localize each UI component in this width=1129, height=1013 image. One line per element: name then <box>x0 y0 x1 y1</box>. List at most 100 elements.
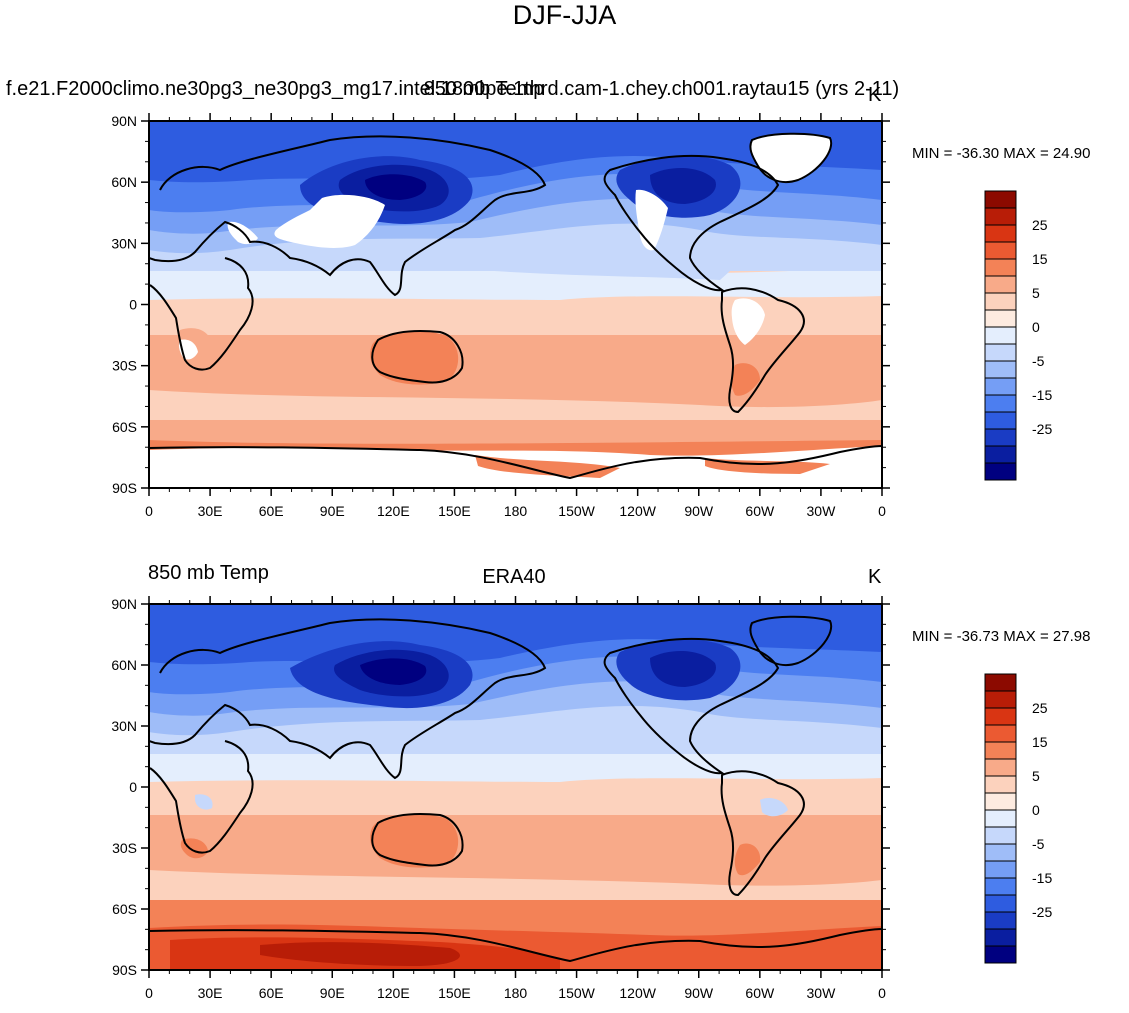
panel2-colorbar-label: -25 <box>1032 904 1052 920</box>
panel2-colorbar-label: 0 <box>1032 802 1040 818</box>
panel1-colorbar: 25 15 5 0 -5 -15 -25 <box>984 190 1052 481</box>
panel2-colorbar-label: -5 <box>1032 836 1045 852</box>
panel1-colorbar-box <box>984 377 1017 396</box>
panel2-lon-tick-label: 180 <box>504 985 528 1001</box>
panel1-colorbar-box <box>984 428 1017 447</box>
panel1-left-label: f.e21.F2000climo.ne30pg3_ne30pg3_mg17.in… <box>6 78 900 100</box>
panel2-lat-tick-label: 0 <box>129 779 137 795</box>
panel2-lat-tick-label: 90S <box>112 962 137 978</box>
panel2-coastlines <box>149 615 882 963</box>
panel1-lon-tick-label: 150E <box>438 503 471 519</box>
panel2-lon-tick-label: 0 <box>145 985 153 1001</box>
panel1-colorbar-box <box>984 343 1017 362</box>
panel2-colorbar-box <box>984 877 1017 896</box>
panel1-temperature-field <box>149 121 882 488</box>
panel2-minmax: MIN = -36.73 MAX = 27.98 <box>912 628 1091 645</box>
panel2-lon-tick-label: 30W <box>807 985 837 1001</box>
panel2-colorbar-box <box>984 792 1017 811</box>
panel1-lon-tick-label: 30W <box>807 503 837 519</box>
figure-title: DJF-JJA <box>512 0 617 30</box>
panel1-lon-tick-label: 90E <box>320 503 345 519</box>
panel2-lon-tick-label: 30E <box>198 985 223 1001</box>
panel2-lon-tick-label: 60W <box>745 985 775 1001</box>
panel1-lon-tick-label: 0 <box>145 503 153 519</box>
panel1-colorbar-box <box>984 224 1017 243</box>
panel2-colorbar-box <box>984 843 1017 862</box>
panel2-colorbar-label: 25 <box>1032 700 1048 716</box>
panel2-colorbar-box <box>984 690 1017 709</box>
panel1-lat-tick-label: 90S <box>112 480 137 496</box>
panel2-lon-tick-label: 0 <box>878 985 886 1001</box>
panel1-lon-tick-label: 60E <box>259 503 284 519</box>
panel2-colorbar-box <box>984 860 1017 879</box>
panel2-axes: 90N 60N 30N 0 30S 60S 90S 0 30E 60E 90E 120E 150E 180… <box>111 596 890 1001</box>
panel1-colorbar-label: 15 <box>1032 251 1048 267</box>
panel2-colorbar-box <box>984 809 1017 828</box>
panel2-colorbar-box <box>984 894 1017 913</box>
panel1-colorbar-label: -25 <box>1032 421 1052 437</box>
panel2-lon-tick-label: 150E <box>438 985 471 1001</box>
panel1-lon-tick-label: 180 <box>504 503 528 519</box>
panel1-colorbar-box <box>984 445 1017 464</box>
panel2-lon-tick-label: 150W <box>558 985 595 1001</box>
panel2-colorbar-box <box>984 673 1017 692</box>
panel1-axes: 90N 60N 30N 0 30S 60S 90S 0 30E 60E 90E 120E 150E 180… <box>111 113 890 519</box>
panel2-lon-tick-label: 120W <box>619 985 656 1001</box>
panel2-lon-tick-label: 120E <box>377 985 410 1001</box>
panel2-colorbar-label: 5 <box>1032 768 1040 784</box>
panel2-colorbar-box <box>984 775 1017 794</box>
panel2-lat-tick-label: 60S <box>112 901 137 917</box>
panel2-colorbar-box <box>984 707 1017 726</box>
panel1-lon-tick-label: 120W <box>619 503 656 519</box>
panel2-colorbar: 25 15 5 0 -5 -15 -25 <box>984 673 1052 964</box>
panel2-center-label: ERA40 <box>482 566 546 588</box>
panel1-colorbar-box <box>984 258 1017 277</box>
panel1-lat-tick-label: 90N <box>111 113 137 129</box>
panel2-colorbar-box <box>984 945 1017 964</box>
panel2-lat-tick-label: 30S <box>112 840 137 856</box>
panel1-lon-tick-label: 0 <box>878 503 886 519</box>
panel1-tibet-missing <box>274 194 385 248</box>
panel1-lat-tick-label: 30N <box>111 235 137 251</box>
panel1-lat-tick-label: 0 <box>129 297 137 313</box>
panel2-lon-tick-label: 60E <box>259 985 284 1001</box>
panel1-lat-tick-label: 60N <box>111 174 137 190</box>
panel1-colorbar-box <box>984 360 1017 379</box>
panel1-colorbar-box <box>984 275 1017 294</box>
panel1-colorbar-label: 5 <box>1032 285 1040 301</box>
panel2-colorbar-box <box>984 826 1017 845</box>
panel1-lon-tick-label: 120E <box>377 503 410 519</box>
panel1-colorbar-box <box>984 207 1017 226</box>
panel1-colorbar-label: -5 <box>1032 353 1045 369</box>
panel2-lat-tick-label: 90N <box>111 596 137 612</box>
panel1-minmax: MIN = -36.30 MAX = 24.90 <box>912 145 1091 162</box>
panel1-greenland-missing <box>750 133 832 183</box>
panel1-map: 90N 60N 30N 0 30S 60S 90S 0 30E 60E 90E 120E 150E 180… <box>111 113 890 519</box>
panel1-lat-tick-label: 30S <box>112 358 137 374</box>
panel2-lon-tick-label: 90E <box>320 985 345 1001</box>
panel1-colorbar-box <box>984 309 1017 328</box>
panel2-temperature-field <box>149 604 882 970</box>
panel2-units-label: K <box>868 566 882 588</box>
panel2-colorbar-label: 15 <box>1032 734 1048 750</box>
panel2-lon-tick-label: 90W <box>684 985 714 1001</box>
panel2-colorbar-label: -15 <box>1032 870 1052 886</box>
panel1-colorbar-box <box>984 241 1017 260</box>
panel1-colorbar-label: -15 <box>1032 387 1052 403</box>
panel1-colorbar-box <box>984 190 1017 209</box>
panel1-lon-tick-label: 60W <box>745 503 775 519</box>
panel1-colorbar-box <box>984 394 1017 413</box>
panel2-lat-tick-label: 60N <box>111 657 137 673</box>
panel1-colorbar-box <box>984 292 1017 311</box>
panel2-lat-tick-label: 30N <box>111 718 137 734</box>
panel2-colorbar-box <box>984 758 1017 777</box>
panel2-left-label: 850 mb Temp <box>148 562 269 584</box>
panel1-coastlines <box>149 132 882 480</box>
panel2-map: 90N 60N 30N 0 30S 60S 90S 0 30E 60E 90E 120E 150E 180… <box>111 596 890 1001</box>
panel1-colorbar-label: 25 <box>1032 217 1048 233</box>
panel1-colorbar-box <box>984 326 1017 345</box>
panel2-colorbar-box <box>984 911 1017 930</box>
panel1-lon-tick-label: 90W <box>684 503 714 519</box>
panel1-colorbar-box <box>984 462 1017 481</box>
